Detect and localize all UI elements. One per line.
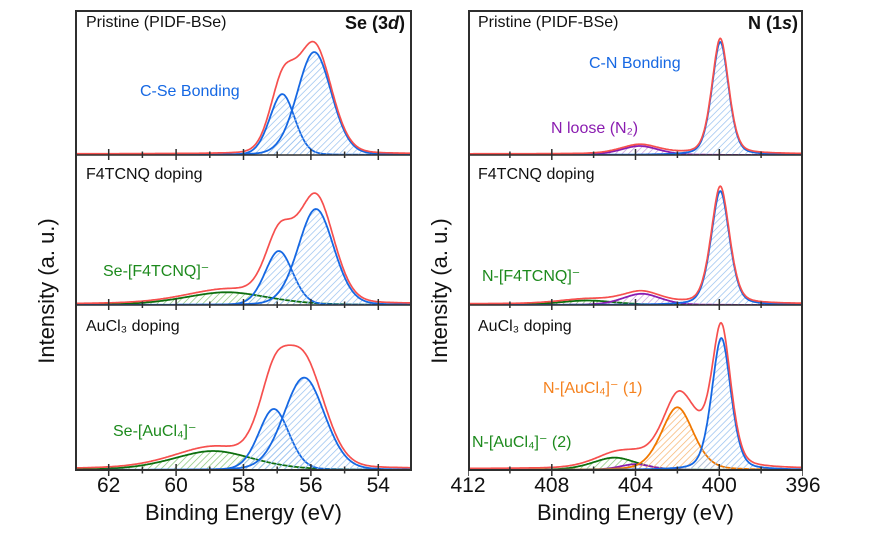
se3d-tick-62: 62 [97, 474, 121, 497]
n1s-tick-412: 412 [450, 474, 486, 497]
n1s-x-axis-title: Binding Energy (eV) [537, 500, 734, 525]
annotation-n-aucl4-1: N-[AuCl₄]⁻ (1) [543, 380, 643, 397]
n1s-panel2-label: F4TCNQ doping [478, 166, 595, 183]
annotation-n-aucl4-2: N-[AuCl₄]⁻ (2) [472, 434, 572, 451]
n1s-tick-396: 396 [785, 474, 821, 497]
se3d-x-axis-title: Binding Energy (eV) [145, 500, 342, 525]
se3d-spectra-plot [75, 10, 412, 476]
se3d-tick-58: 58 [231, 474, 256, 497]
se3d-panel1-label: Pristine (PIDF-BSe) [86, 14, 227, 31]
se3d-panel3-label: AuCl₃ doping [86, 318, 180, 335]
n1s-y-axis-title: Intensity (a. u.) [427, 218, 452, 364]
se3d-panel2-label: F4TCNQ doping [86, 166, 203, 183]
se3d-y-axis-title: Intensity (a. u.) [34, 218, 59, 364]
n1s-spectra-plot [468, 10, 803, 476]
annotation-n-f4tcnq: N-[F4TCNQ]⁻ [482, 268, 581, 285]
annotation-se-f4tcnq: Se-[F4TCNQ]⁻ [103, 263, 210, 280]
se3d-tick-60: 60 [164, 474, 188, 497]
se3d-title: Se (3d) [344, 13, 405, 33]
annotation-c-n-bonding: C-N Bonding [589, 55, 681, 72]
se3d-tick-56: 56 [299, 474, 323, 497]
se3d-tick-54: 54 [366, 474, 390, 497]
annotation-se-aucl4: Se-[AuCl₄]⁻ [113, 423, 197, 440]
n1s-panel3-label: AuCl₃ doping [478, 318, 572, 335]
annotation-n-loose: N loose (N₂) [551, 120, 639, 137]
n1s-tick-400: 400 [701, 474, 737, 497]
n1s-tick-404: 404 [617, 474, 654, 497]
n1s-tick-408: 408 [534, 474, 570, 497]
annotation-c-se-bonding: C-Se Bonding [140, 83, 240, 100]
n1s-panel1-label: Pristine (PIDF-BSe) [478, 14, 619, 31]
n1s-title: N (1s) [747, 13, 798, 33]
